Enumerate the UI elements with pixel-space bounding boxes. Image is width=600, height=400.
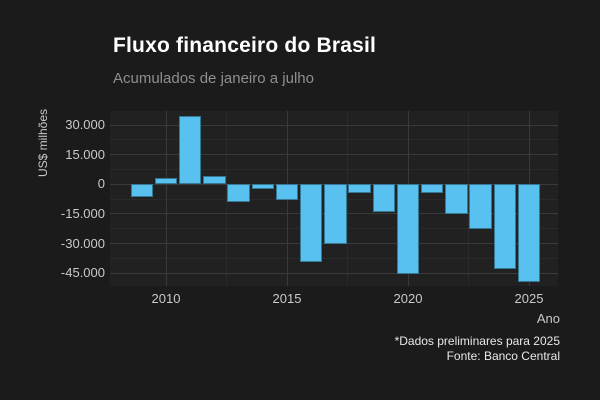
gridline-minor-horizontal [110,257,558,259]
y-tick-label: -30.000 [60,235,105,251]
gridline-major-vertical [165,111,167,286]
bar-2015 [275,184,299,200]
bar-2010 [154,178,178,185]
footer: *Dados preliminares para 2025 Fonte: Ban… [395,334,560,364]
gridline-minor-vertical [468,111,469,286]
y-tick-label: 15.000 [65,146,105,162]
bar-2018 [348,184,371,194]
x-tick-label: 2020 [393,291,423,306]
bar-2021 [421,184,444,193]
y-axis-title: US$ milhões [36,108,50,178]
bar-2019 [372,184,395,213]
bar-2017 [324,184,347,244]
bar-2012 [203,175,226,185]
gridline-major-horizontal [110,243,558,245]
page-title: Fluxo financeiro do Brasil [113,34,377,57]
bar-2020 [396,184,420,274]
gridline-minor-horizontal [110,169,558,171]
bar-2013 [227,184,250,202]
bar-2025 [517,184,541,282]
y-tick-label: 0 [97,176,105,192]
bar-2016 [300,184,323,262]
gridline-minor-vertical [226,111,227,286]
page-subtitle: Acumulados de janeiro a julho [113,70,314,87]
x-tick-label: 2015 [272,291,302,306]
x-axis-title: Ano [536,311,560,326]
bar-2011 [179,116,202,185]
gridline-major-horizontal [110,124,558,126]
footer-source: Fonte: Banco Central [446,349,560,363]
gridline-major-horizontal [110,154,558,156]
gridline-minor-vertical [347,111,348,286]
bar-2024 [493,184,516,270]
gridline-major-horizontal [110,272,558,274]
footer-note: *Dados preliminares para 2025 [394,334,560,348]
bar-2014 [251,184,274,190]
y-tick-label: -15.000 [60,205,105,221]
gridline-minor-horizontal [110,139,558,141]
bar-2023 [469,184,492,230]
bar-2009 [130,184,153,197]
y-tick-label: -45.000 [60,265,105,281]
x-tick-label: 2010 [151,291,181,306]
bar-2022 [445,184,468,215]
x-tick-label: 2025 [514,291,544,306]
y-tick-label: 30.000 [65,117,105,133]
